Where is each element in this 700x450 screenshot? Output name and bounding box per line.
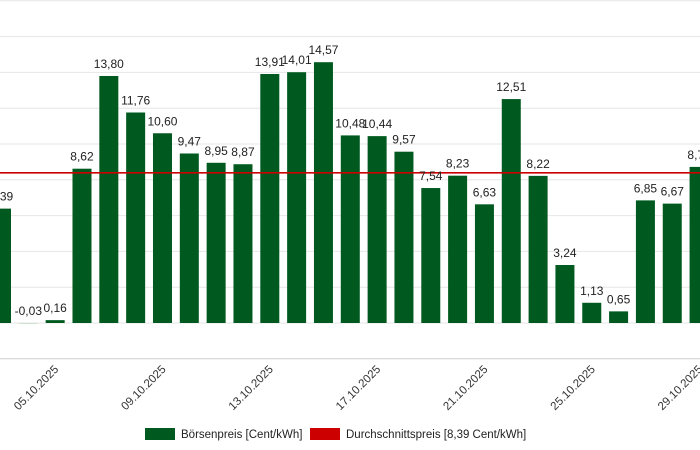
data-label: 6,85	[634, 181, 658, 195]
x-tick-label: 17.10.2025	[334, 364, 383, 413]
data-label: 14,57	[308, 43, 338, 57]
x-tick-label: 13.10.2025	[227, 364, 276, 413]
x-tick-label: 21.10.2025	[441, 364, 490, 413]
legend-swatch-boersenpreis	[145, 428, 175, 440]
data-label: 8,87	[231, 145, 255, 159]
data-label: 9,57	[392, 133, 416, 147]
bar	[528, 175, 548, 323]
data-label: 10,60	[147, 114, 177, 128]
data-label: 6,67	[661, 185, 685, 199]
x-tick-label: 29.10.2025	[656, 364, 700, 413]
bar	[662, 203, 682, 323]
bar	[152, 133, 172, 323]
bar	[340, 135, 360, 323]
data-label: 11,76	[121, 93, 150, 107]
data-label: 6,39	[0, 190, 14, 204]
data-label: 8,95	[204, 144, 228, 158]
data-label: 0,65	[607, 292, 631, 306]
data-label: 13,91	[255, 55, 285, 69]
data-label: 7,54	[419, 169, 443, 183]
data-label: 8,23	[446, 157, 470, 171]
data-label: 8,62	[70, 150, 94, 164]
data-label: 14,01	[282, 53, 312, 67]
data-label: -0,03	[15, 304, 43, 318]
data-label: 8,72	[687, 148, 700, 162]
data-label: 13,80	[94, 57, 124, 71]
legend-swatch-durchschnittspreis	[310, 428, 340, 440]
bar	[501, 99, 521, 323]
bar	[72, 168, 92, 323]
bar	[179, 153, 199, 323]
legend-label-durchschnittspreis: Durchschnittspreis [8,39 Cent/kWh]	[346, 429, 526, 441]
data-label: 3,24	[553, 246, 577, 260]
data-label: 1,13	[580, 284, 604, 298]
bar	[448, 175, 468, 323]
bar	[99, 75, 119, 323]
bar	[421, 188, 441, 323]
bar	[260, 74, 280, 323]
bar	[45, 320, 65, 323]
x-tick-label: 05.10.2025	[12, 364, 61, 413]
data-label: 0,16	[43, 301, 67, 315]
bar	[555, 265, 575, 323]
bar	[367, 136, 387, 323]
legend: Börsenpreis [Cent/kWh] Durchschnittsprei…	[145, 428, 526, 441]
bar	[582, 302, 602, 323]
bar	[206, 162, 226, 323]
data-label: 9,47	[178, 134, 202, 148]
bar	[394, 151, 414, 323]
x-tick-label: 25.10.2025	[549, 364, 598, 413]
bar	[474, 204, 494, 323]
bar	[0, 208, 11, 323]
data-label: 10,44	[362, 117, 392, 131]
x-tick-label: 09.10.2025	[119, 364, 168, 413]
data-label: 10,48	[335, 116, 365, 130]
legend-label-boersenpreis: Börsenpreis [Cent/kWh]	[181, 429, 302, 441]
data-label: 8,22	[526, 157, 550, 171]
bar	[609, 311, 629, 323]
bar	[233, 164, 253, 323]
bar	[126, 112, 146, 323]
data-label: 6,63	[473, 185, 497, 199]
data-label: 12,51	[496, 80, 526, 94]
bar	[18, 323, 38, 324]
bar	[689, 166, 700, 323]
bar	[313, 62, 333, 324]
bar	[635, 200, 655, 323]
bar	[287, 72, 307, 323]
